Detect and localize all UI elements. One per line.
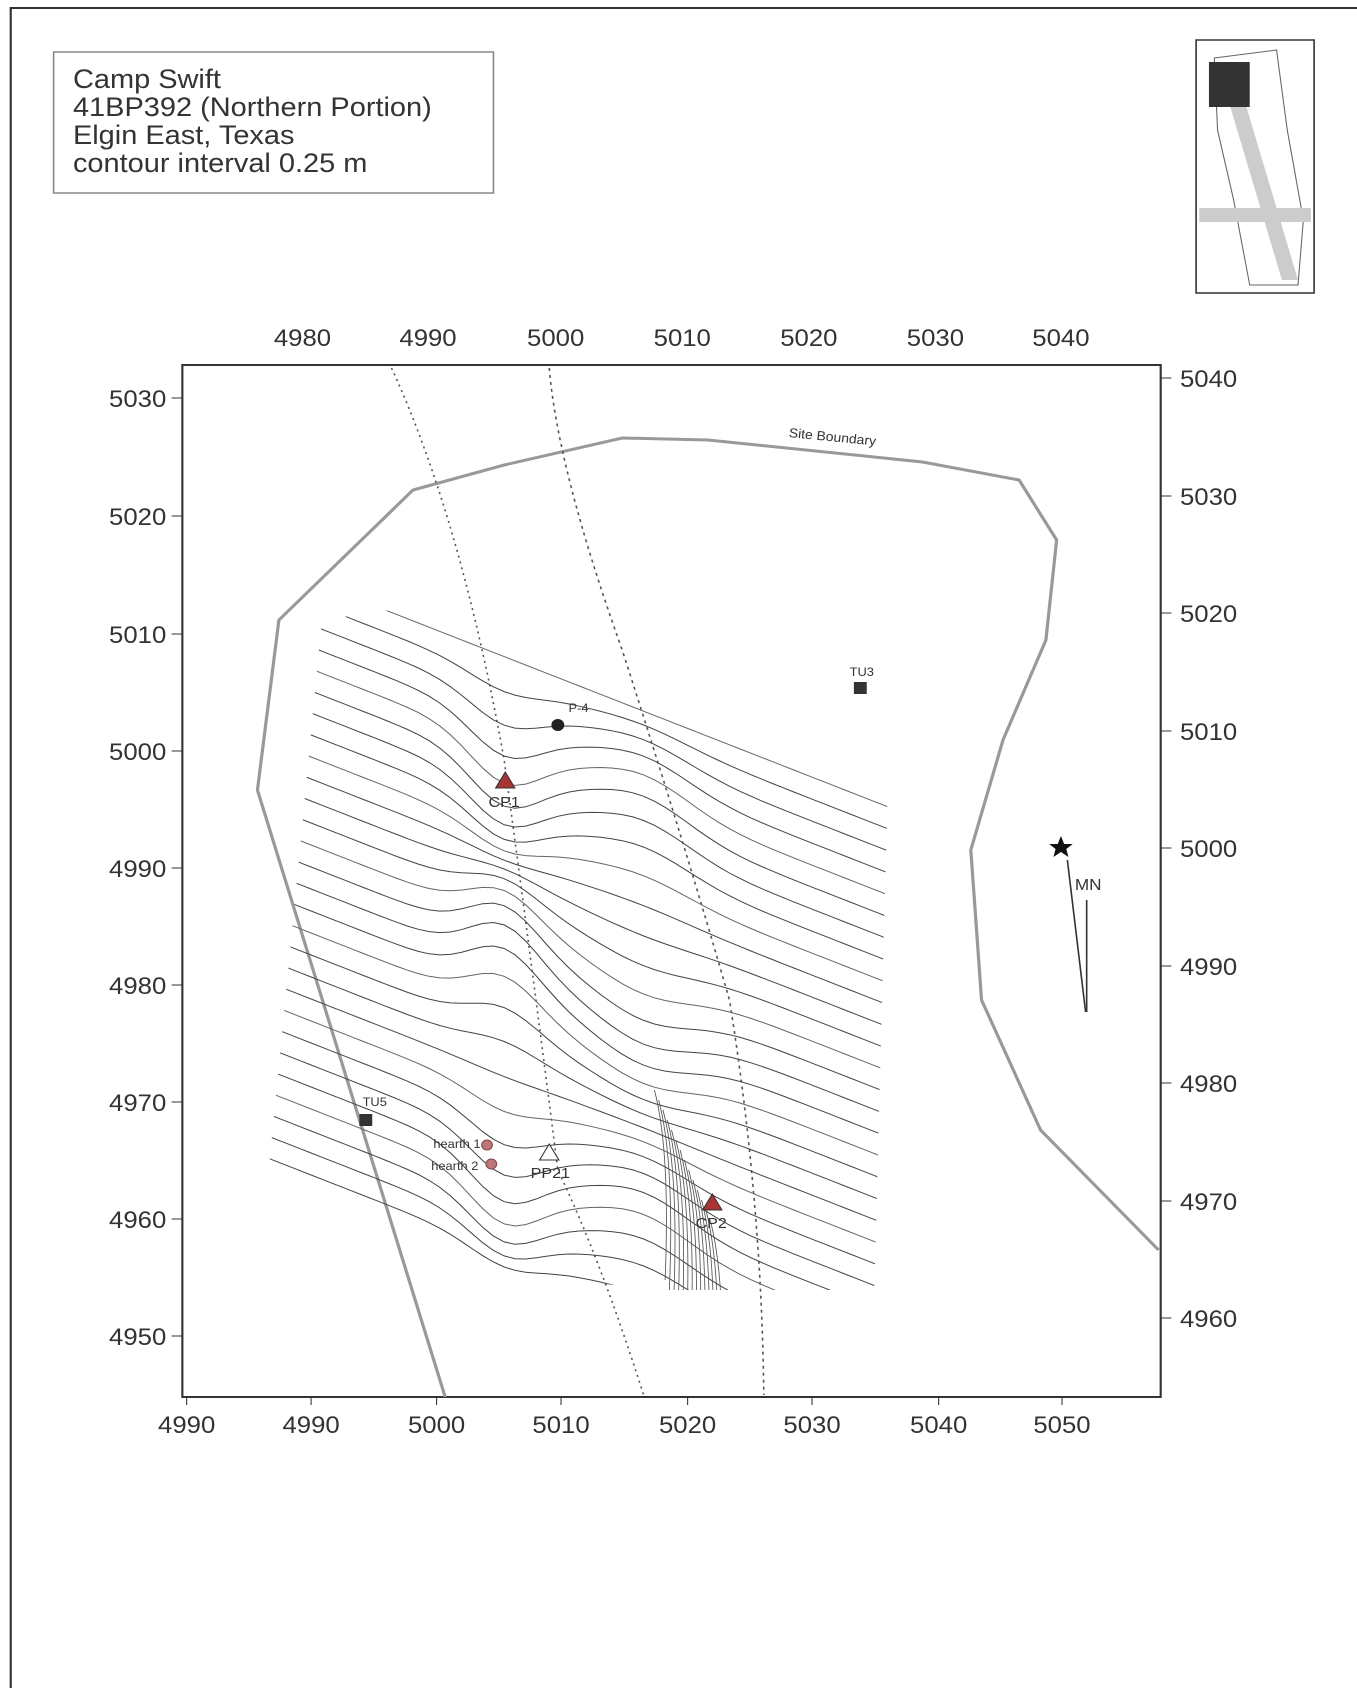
left-tick-label: 4960 xyxy=(109,1207,166,1234)
top-tick-label: 4990 xyxy=(399,325,456,352)
top-tick-label: 5000 xyxy=(527,325,584,352)
top-tick-label: 4980 xyxy=(274,325,331,352)
left-tick-label: 4990 xyxy=(109,856,166,883)
right-tick-label: 4970 xyxy=(1180,1189,1237,1216)
right-tick-label: 4980 xyxy=(1180,1071,1237,1098)
top-tick-label: 5040 xyxy=(1032,325,1089,352)
hearth xyxy=(482,1140,493,1150)
right-tick-label: 5010 xyxy=(1180,719,1237,746)
point-label: P-4 xyxy=(569,701,589,715)
right-tick-label: 5030 xyxy=(1180,484,1237,511)
left-tick-label: 5010 xyxy=(109,622,166,649)
point-label: CP1 xyxy=(489,794,520,810)
map: Camp Swift41BP392 (Northern Portion)Elgi… xyxy=(0,0,1357,1688)
hearth xyxy=(486,1159,497,1169)
right-tick-label: 4960 xyxy=(1180,1306,1237,1333)
test-unit xyxy=(854,682,867,694)
map-frame xyxy=(182,365,1160,1397)
title-line: contour interval 0.25 m xyxy=(73,148,367,178)
point-label: TU5 xyxy=(363,1095,387,1109)
north-label: MN xyxy=(1075,876,1102,894)
bottom-tick-label: 5020 xyxy=(659,1412,716,1439)
left-tick-label: 5020 xyxy=(109,504,166,531)
title-line: 41BP392 (Northern Portion) xyxy=(73,92,432,122)
bottom-tick-label: 4990 xyxy=(282,1412,339,1439)
bottom-tick-label: 5040 xyxy=(910,1412,967,1439)
test-unit xyxy=(359,1114,372,1126)
left-tick-label: 5000 xyxy=(109,739,166,766)
title-line: Camp Swift xyxy=(73,64,221,94)
point-label: hearth 2 xyxy=(431,1159,478,1173)
bottom-tick-label: 4990 xyxy=(158,1412,215,1439)
bottom-tick-label: 5050 xyxy=(1033,1412,1090,1439)
left-tick-label: 4980 xyxy=(109,973,166,1000)
top-tick-label: 5010 xyxy=(654,325,711,352)
right-tick-label: 5020 xyxy=(1180,601,1237,628)
left-tick-label: 4970 xyxy=(109,1090,166,1117)
right-tick-label: 4990 xyxy=(1180,954,1237,981)
right-tick-label: 5040 xyxy=(1180,366,1237,393)
left-tick-label: 5030 xyxy=(109,386,166,413)
point-label: TU3 xyxy=(850,665,874,679)
point xyxy=(551,719,564,731)
bottom-tick-label: 5030 xyxy=(783,1412,840,1439)
point-label: CP2 xyxy=(696,1215,727,1231)
left-tick-label: 4950 xyxy=(109,1324,166,1351)
point-label: PP21 xyxy=(531,1165,570,1181)
title-line: Elgin East, Texas xyxy=(73,120,295,150)
bottom-tick-label: 5000 xyxy=(408,1412,465,1439)
point-label: hearth 1 xyxy=(433,1137,480,1151)
top-tick-label: 5030 xyxy=(907,325,964,352)
top-tick-label: 5020 xyxy=(780,325,837,352)
right-tick-label: 5000 xyxy=(1180,836,1237,863)
inset-map xyxy=(1196,40,1314,293)
bottom-tick-label: 5010 xyxy=(532,1412,589,1439)
